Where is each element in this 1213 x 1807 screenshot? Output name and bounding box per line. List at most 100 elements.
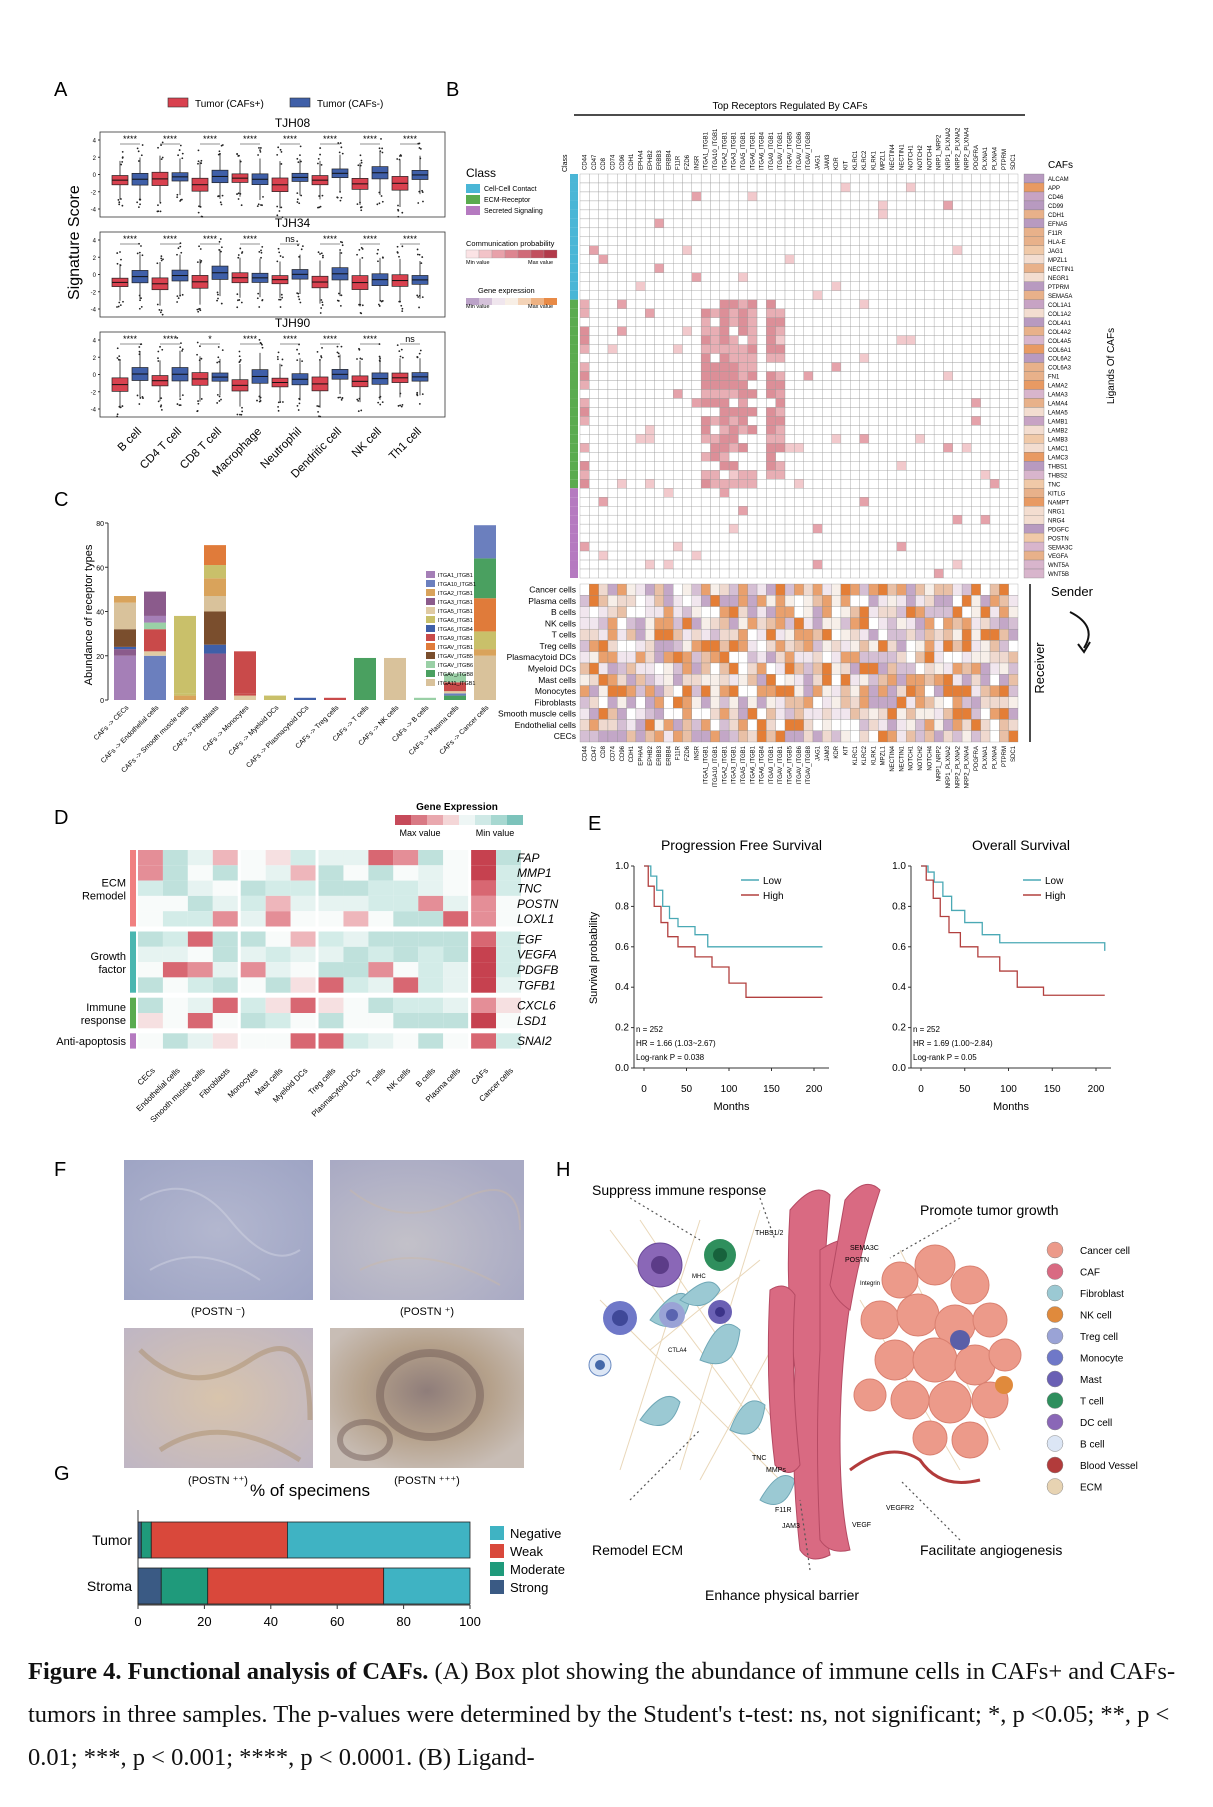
significance-label: **** <box>363 134 378 144</box>
heatmap-cell <box>915 461 925 471</box>
heatmap-cell <box>766 479 776 489</box>
d-legend-step <box>395 815 411 825</box>
heatmap-cell <box>989 317 1000 327</box>
heatmap-cell <box>728 281 739 291</box>
gene-cell <box>138 895 163 912</box>
heatmap-cell <box>822 308 832 318</box>
heatmap-cell <box>682 290 693 300</box>
gene-label: POSTN <box>517 897 559 911</box>
heatmap-cell <box>868 182 879 193</box>
heatmap-cell <box>784 559 795 570</box>
heatmap-cell <box>831 506 842 516</box>
heatmap-cell <box>887 191 898 202</box>
outlier-point <box>138 403 141 405</box>
heatmap-cell <box>840 568 851 579</box>
receiver-heatmap-cell <box>915 640 925 652</box>
heatmap-cell <box>673 541 683 552</box>
heatmap-cell <box>905 380 916 390</box>
receiver-heatmap-cell <box>682 651 692 664</box>
heatmap-cell <box>868 416 879 426</box>
receiver-heatmap-cell <box>700 651 711 664</box>
x-category-label: CD4 T cell <box>138 426 184 472</box>
heatmap-cell <box>673 506 683 516</box>
outlier-point <box>321 301 324 304</box>
heatmap-cell <box>859 227 870 238</box>
class-strip-cell <box>570 533 578 543</box>
receiver-heatmap-cell <box>915 583 925 596</box>
outlier-point <box>377 248 379 251</box>
heatmap-cell <box>719 443 730 453</box>
gene-cell <box>496 880 521 896</box>
heatmap-cell <box>1008 407 1019 417</box>
heatmap-cell <box>896 568 907 579</box>
p-label: Log-rank P = 0.038 <box>636 1053 705 1062</box>
receiver-heatmap-cell <box>878 730 888 743</box>
heatmap-cell <box>589 497 599 507</box>
heatmap-cell <box>784 236 795 246</box>
receiver-heatmap-cell <box>999 595 1009 607</box>
heatmap-cell <box>710 523 720 534</box>
receiver-heatmap-cell <box>971 617 981 630</box>
heatmap-cell <box>738 290 748 300</box>
heatmap-cell <box>784 532 795 543</box>
receiver-heatmap-cell <box>924 674 935 686</box>
heatmap-cell <box>915 236 925 246</box>
outlier-point <box>239 413 241 416</box>
heatmap-cell <box>710 254 720 264</box>
stacked-segment <box>474 655 496 700</box>
gene-cell <box>418 977 444 993</box>
heatmap-cell <box>812 470 823 480</box>
heatmap-cell <box>1008 452 1019 462</box>
heatmap-cell <box>840 506 851 516</box>
heatmap-cell <box>589 407 599 417</box>
receiver-heatmap-cell <box>700 617 711 630</box>
heatmap-cell <box>868 514 879 525</box>
receiver-heatmap-cell <box>896 628 907 641</box>
receiver-heatmap-cell <box>747 730 758 743</box>
heatmap-cell <box>598 452 609 462</box>
outlier-point <box>179 245 182 248</box>
heatmap-cell <box>747 317 758 327</box>
gene-cell <box>496 931 521 947</box>
heatmap-cell <box>952 218 963 229</box>
class-strip-cell <box>570 299 578 309</box>
heatmap-cell <box>673 227 683 238</box>
receiver-heatmap-cell <box>840 583 851 596</box>
ligand-label: FN1 <box>1048 375 1060 381</box>
outlier-point <box>276 214 279 217</box>
heatmap-cell <box>924 236 935 246</box>
heatmap-cell <box>654 416 665 426</box>
cafs-expression-cell <box>1023 407 1045 417</box>
heatmap-cell <box>971 461 981 471</box>
heatmap-cell <box>626 488 637 498</box>
heatmap-cell <box>905 407 916 417</box>
heatmap-cell <box>999 398 1009 408</box>
ihc-label: (POSTN ⁺⁺⁺) <box>394 1475 460 1487</box>
class-legend-label: Cell-Cell Contact <box>484 186 537 193</box>
receptor-label-bottom: NRP2_PLXNA4 <box>965 745 971 788</box>
receiver-heatmap-cell <box>989 707 1000 720</box>
heatmap-cell <box>579 335 590 345</box>
heatmap-cell <box>728 209 739 220</box>
heatmap-cell <box>607 380 618 390</box>
outlier-point <box>199 248 202 250</box>
heatmap-cell <box>617 389 627 399</box>
receiver-heatmap-cell <box>784 696 795 709</box>
heatmap-cell <box>663 209 674 220</box>
heatmap-cell <box>728 191 739 202</box>
heatmap-cell <box>598 479 609 489</box>
cell-type-label: T cells <box>552 630 576 640</box>
gene-label: SNAI2 <box>517 1034 552 1048</box>
receiver-heatmap-cell <box>645 640 655 652</box>
receiver-heatmap-cell <box>617 606 627 619</box>
heatmap-cell <box>859 523 870 534</box>
heatmap-cell <box>999 380 1009 390</box>
outlier-point <box>341 152 344 155</box>
heatmap-cell <box>756 191 767 202</box>
outlier-point <box>398 350 401 353</box>
heatmap-cell <box>924 470 935 480</box>
outlier-point <box>277 405 279 408</box>
gene-cell <box>343 977 369 993</box>
heatmap-cell <box>654 523 665 534</box>
